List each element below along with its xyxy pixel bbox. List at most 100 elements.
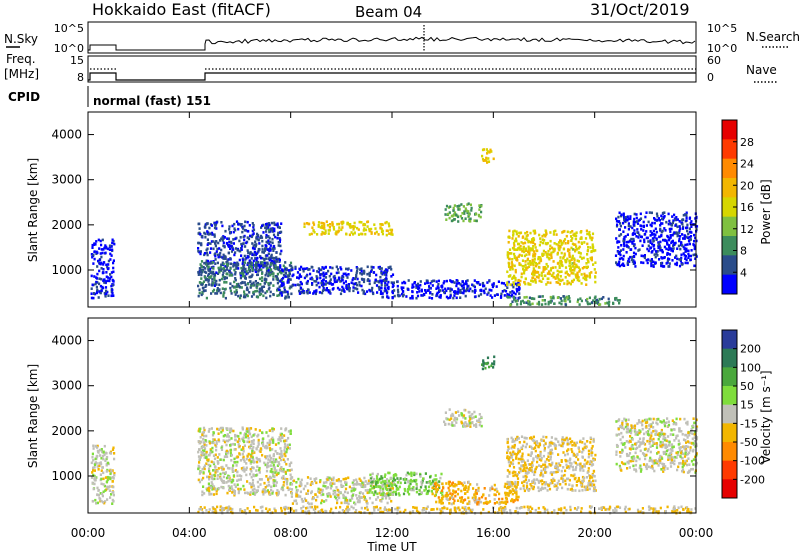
data-cell bbox=[463, 488, 465, 491]
data-cell bbox=[98, 239, 100, 242]
data-cell bbox=[511, 237, 513, 240]
data-cell bbox=[578, 266, 580, 269]
data-cell bbox=[389, 266, 391, 269]
data-cell bbox=[443, 282, 445, 285]
data-cell bbox=[618, 261, 620, 264]
data-cell bbox=[289, 285, 291, 288]
data-cell bbox=[300, 275, 302, 278]
data-cell bbox=[255, 263, 257, 266]
data-cell bbox=[674, 224, 676, 227]
data-cell bbox=[543, 444, 545, 447]
data-cell bbox=[330, 495, 332, 498]
data-cell bbox=[451, 496, 453, 499]
data-cell bbox=[578, 479, 580, 482]
data-cell bbox=[355, 494, 357, 497]
data-cell bbox=[305, 499, 307, 502]
data-cell bbox=[219, 458, 221, 461]
data-cell bbox=[582, 267, 584, 270]
data-cell bbox=[237, 223, 239, 226]
data-cell bbox=[584, 278, 586, 281]
data-cell bbox=[218, 432, 220, 435]
data-cell bbox=[346, 276, 348, 279]
data-cell bbox=[526, 296, 528, 299]
data-cell bbox=[102, 472, 104, 475]
data-cell bbox=[279, 253, 281, 256]
data-cell bbox=[103, 261, 105, 264]
data-cell bbox=[586, 462, 588, 465]
data-cell bbox=[109, 273, 111, 276]
data-cell bbox=[259, 478, 261, 481]
data-cell bbox=[298, 268, 300, 271]
data-cell bbox=[432, 284, 434, 287]
data-cell bbox=[580, 252, 582, 255]
data-cell bbox=[336, 502, 338, 505]
plot-title: Hokkaido East (fitACF) bbox=[92, 0, 271, 19]
data-cell bbox=[487, 157, 489, 160]
data-cell bbox=[537, 271, 539, 274]
data-cell bbox=[96, 286, 98, 289]
data-cell bbox=[534, 230, 536, 233]
data-cell bbox=[528, 479, 530, 482]
data-cell bbox=[106, 456, 108, 459]
data-cell bbox=[330, 482, 332, 485]
data-cell bbox=[327, 495, 329, 498]
data-cell bbox=[109, 485, 111, 488]
data-cell bbox=[291, 469, 293, 472]
data-cell bbox=[509, 248, 511, 251]
data-cell bbox=[247, 236, 249, 239]
data-cell bbox=[230, 242, 232, 245]
data-cell bbox=[325, 487, 327, 490]
data-cell bbox=[565, 303, 567, 306]
data-cell bbox=[93, 447, 95, 450]
data-cell bbox=[585, 237, 587, 240]
data-cell bbox=[197, 242, 199, 245]
data-cell bbox=[96, 289, 98, 292]
data-cell bbox=[259, 294, 261, 297]
data-cell bbox=[676, 226, 678, 229]
data-cell bbox=[494, 502, 496, 505]
data-cell bbox=[110, 285, 112, 288]
data-cell bbox=[434, 483, 436, 486]
data-cell bbox=[366, 273, 368, 276]
data-cell bbox=[581, 241, 583, 244]
data-cell bbox=[371, 287, 373, 290]
data-cell bbox=[215, 271, 217, 274]
data-cell bbox=[238, 240, 240, 243]
data-cell bbox=[111, 491, 113, 494]
data-cell bbox=[276, 460, 278, 463]
data-cell bbox=[633, 218, 635, 221]
data-cell bbox=[451, 215, 453, 218]
data-cell bbox=[408, 485, 410, 488]
data-cell bbox=[98, 462, 100, 465]
data-cell bbox=[252, 479, 254, 482]
data-cell bbox=[261, 276, 263, 279]
data-cell bbox=[297, 271, 299, 274]
data-cell bbox=[198, 223, 200, 226]
data-cell bbox=[102, 466, 104, 469]
data-cell bbox=[290, 474, 292, 477]
data-cell bbox=[416, 483, 418, 486]
data-cell bbox=[508, 258, 510, 261]
data-cell bbox=[379, 478, 381, 481]
data-cell bbox=[264, 491, 266, 494]
data-cell bbox=[237, 440, 239, 443]
data-cell bbox=[275, 450, 277, 453]
data-cell bbox=[376, 493, 378, 496]
data-cell bbox=[545, 242, 547, 245]
data-cell bbox=[480, 293, 482, 296]
data-cell bbox=[586, 233, 588, 236]
data-cell bbox=[518, 292, 520, 295]
data-cell bbox=[214, 255, 216, 258]
data-cell bbox=[250, 444, 252, 447]
data-cell bbox=[280, 459, 282, 462]
data-cell bbox=[547, 242, 549, 245]
data-cell bbox=[532, 464, 534, 467]
data-cell bbox=[265, 234, 267, 237]
data-cell bbox=[100, 240, 102, 243]
data-cell bbox=[553, 297, 555, 300]
data-cell bbox=[687, 256, 689, 259]
data-cell bbox=[438, 280, 440, 283]
data-cell bbox=[556, 233, 558, 236]
data-cell bbox=[651, 232, 653, 235]
data-cell bbox=[464, 492, 466, 495]
